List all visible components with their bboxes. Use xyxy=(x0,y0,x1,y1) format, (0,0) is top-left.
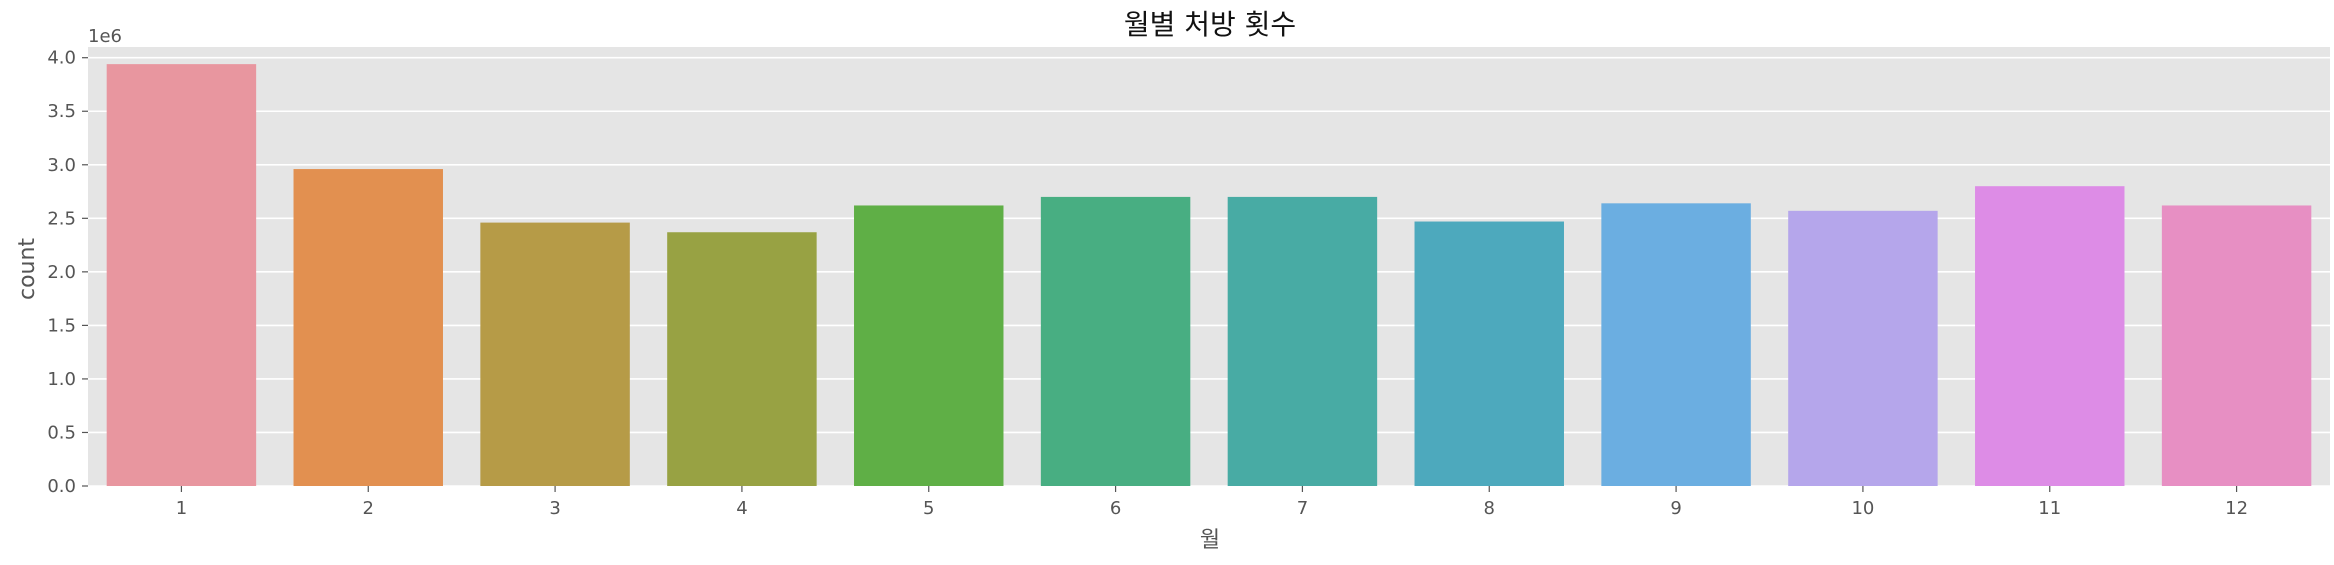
x-tick-label: 7 xyxy=(1297,498,1308,519)
y-axis-offset-label: 1e6 xyxy=(88,26,122,47)
x-axis-label: 월 xyxy=(1200,528,1220,553)
y-tick-label: 2.0 xyxy=(47,262,76,283)
bar-month-10 xyxy=(1788,210,1938,486)
y-tick-label: 2.5 xyxy=(47,208,76,229)
bar-month-5 xyxy=(854,205,1004,486)
x-tick-label: 8 xyxy=(1484,498,1495,519)
bar-month-8 xyxy=(1414,221,1564,486)
chart-title: 월별 처방 횟수 xyxy=(1124,8,1296,41)
x-tick-label: 5 xyxy=(923,498,934,519)
plot-background xyxy=(88,47,2330,486)
x-tick-label: 3 xyxy=(549,498,560,519)
x-tick-label: 11 xyxy=(2038,498,2061,519)
y-tick-label: 0.5 xyxy=(47,422,76,443)
bar-month-3 xyxy=(480,222,630,486)
bar-month-12 xyxy=(2161,205,2312,486)
bar-month-9 xyxy=(1601,203,1751,486)
y-tick-label: 4.0 xyxy=(47,48,76,69)
y-axis-ticks: 0.0 0.5 1.0 1.5 2.0 2.5 3.0 3.5 4.0 xyxy=(47,48,88,497)
bars xyxy=(106,64,2312,486)
x-tick-label: 1 xyxy=(176,498,187,519)
x-tick-label: 10 xyxy=(1851,498,1874,519)
bar-month-2 xyxy=(293,169,443,486)
y-tick-label: 3.5 xyxy=(47,101,76,122)
y-tick-label: 0.0 xyxy=(47,476,76,497)
y-tick-label: 1.0 xyxy=(47,369,76,390)
y-axis-label: count xyxy=(15,238,40,300)
bar-month-7 xyxy=(1227,196,1378,486)
x-tick-label: 2 xyxy=(363,498,374,519)
bar-month-11 xyxy=(1975,186,2125,486)
x-tick-label: 4 xyxy=(736,498,747,519)
grid-lines xyxy=(88,56,2330,487)
y-tick-label: 3.0 xyxy=(47,155,76,176)
bar-month-6 xyxy=(1040,196,1191,486)
x-tick-label: 6 xyxy=(1110,498,1121,519)
x-tick-label: 9 xyxy=(1670,498,1681,519)
y-tick-label: 1.5 xyxy=(47,315,76,336)
x-tick-label: 12 xyxy=(2225,498,2248,519)
bar-month-4 xyxy=(667,232,817,486)
x-axis-ticks: 1 2 3 4 5 6 7 8 9 10 11 12 xyxy=(176,486,2248,519)
bar-month-1 xyxy=(106,64,257,486)
